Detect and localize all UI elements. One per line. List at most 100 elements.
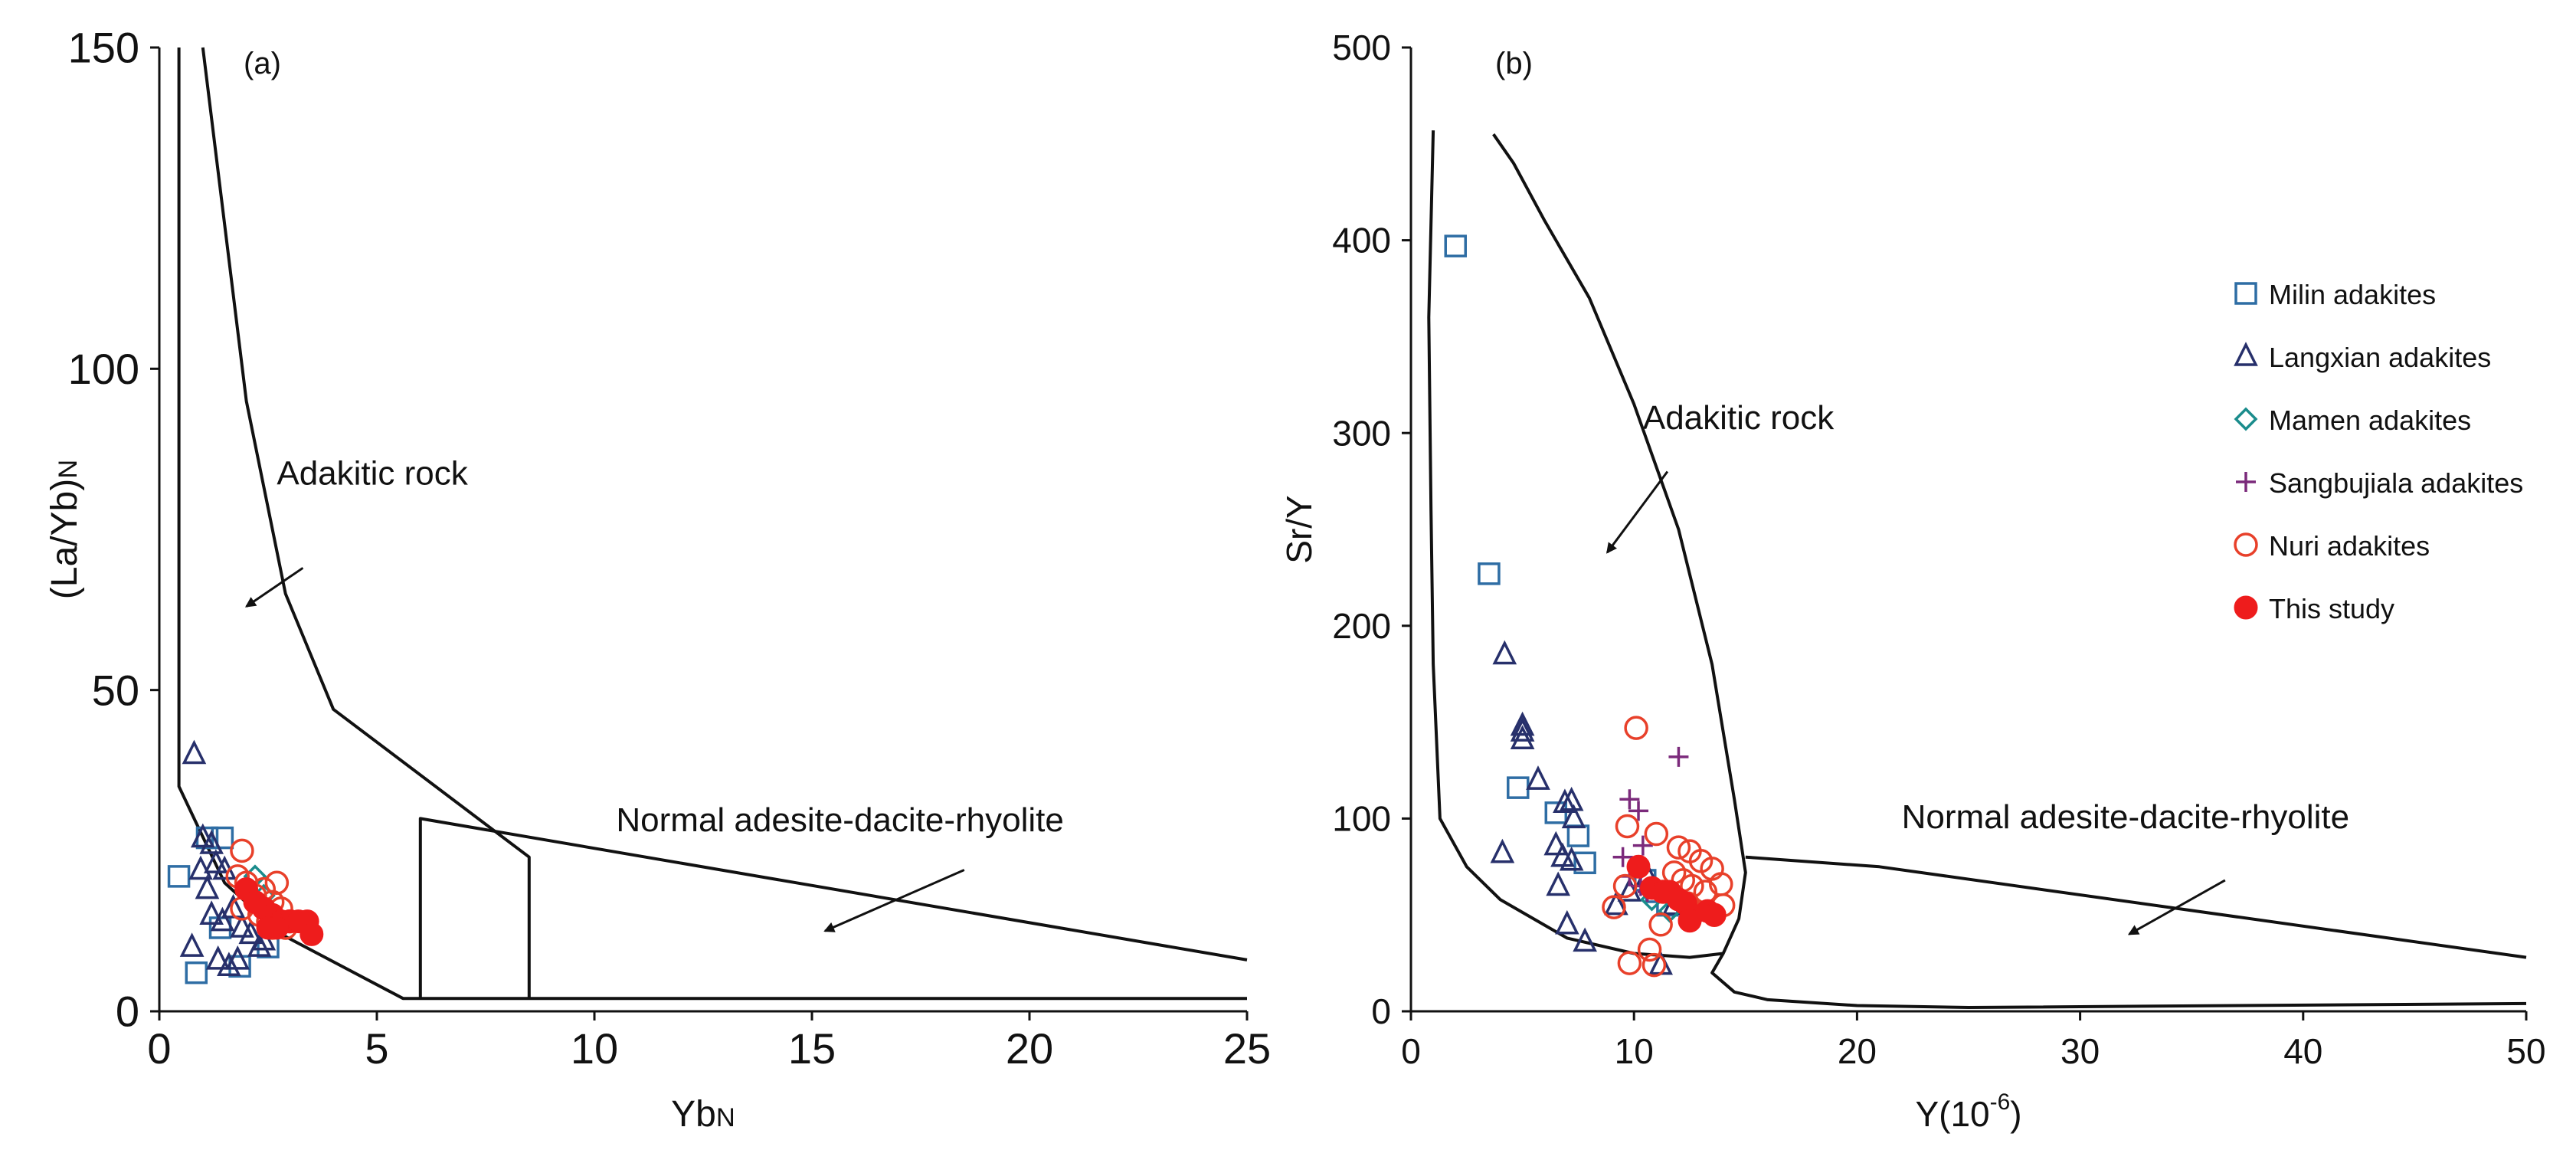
x-tick-label-a: 10 bbox=[571, 1024, 618, 1073]
data-point-nuri-adakites bbox=[1642, 952, 1667, 978]
legend-marker-milin-adakites bbox=[2234, 282, 2257, 305]
data-point-langxian-adakites bbox=[199, 900, 224, 925]
x-tick-label-b: 50 bbox=[2506, 1031, 2545, 1071]
data-point-nuri-adakites bbox=[230, 838, 254, 863]
data-point-sangbujiala-adakites bbox=[1668, 746, 1689, 767]
y-axis-label-b: Sr/Y bbox=[1279, 495, 1319, 563]
data-point-nuri-adakites bbox=[264, 870, 290, 896]
data-point-langxian-adakites bbox=[1510, 725, 1535, 749]
data-point-langxian-adakites bbox=[230, 913, 254, 938]
chart-panel-a: 0 5 10 15 20 25 0 50 100 150 YbN (La/Yb)N (a) Adakiti… bbox=[44, 24, 1271, 1135]
data-point-langxian-adakites bbox=[205, 945, 231, 970]
data-point-sangbujiala-adakites bbox=[1612, 847, 1633, 867]
y-tick-label-b: 0 bbox=[1371, 991, 1391, 1031]
data-point-nuri-adakites bbox=[1666, 835, 1691, 860]
x-tick-label-a: 5 bbox=[365, 1024, 388, 1073]
data-point-milin-adakites bbox=[1507, 776, 1530, 799]
data-point-sangbujiala-adakites bbox=[1628, 801, 1649, 821]
data-point-nuri-adakites bbox=[1648, 912, 1673, 937]
series-nuri-adakites-b bbox=[1602, 716, 1736, 978]
panel-label-a: (a) bbox=[244, 47, 281, 80]
legend-marker-langxian-adakites bbox=[2234, 342, 2258, 366]
annotation-arrow-adakitic-rock-a bbox=[244, 567, 304, 608]
data-point-this-study bbox=[299, 922, 324, 946]
y-tick-label-b: 400 bbox=[1332, 221, 1391, 260]
data-point-this-study bbox=[264, 916, 289, 940]
y-tick-label-a: 0 bbox=[116, 988, 139, 1036]
data-point-langxian-adakites bbox=[195, 874, 220, 899]
panel-label-b: (b) bbox=[1495, 47, 1533, 80]
series-this-study-a bbox=[234, 877, 324, 946]
legend: Milin adakites Langxian adakites Mamen ada… bbox=[2234, 279, 2523, 624]
y-axis-label-a: (La/Yb)N bbox=[44, 460, 85, 599]
data-point-milin-adakites bbox=[211, 826, 234, 850]
data-point-sangbujiala-adakites bbox=[1632, 835, 1653, 856]
series-this-study-b bbox=[1626, 854, 1727, 933]
boundary-adakitic-boundary-a bbox=[177, 48, 1247, 1001]
data-point-nuri-adakites bbox=[1637, 937, 1662, 962]
data-point-milin-adakites bbox=[1566, 824, 1590, 847]
data-point-langxian-adakites bbox=[1561, 804, 1586, 829]
data-point-langxian-adakites bbox=[225, 945, 250, 970]
data-point-langxian-adakites bbox=[238, 919, 263, 945]
data-point-langxian-adakites bbox=[190, 823, 215, 848]
legend-marker-this-study bbox=[2234, 595, 2258, 620]
y-tick-label-b: 300 bbox=[1332, 413, 1391, 453]
x-tick-label-b: 40 bbox=[2283, 1031, 2322, 1071]
y-tick-label-b: 100 bbox=[1332, 799, 1391, 839]
data-point-langxian-adakites bbox=[1492, 640, 1517, 665]
y-tick-label-a: 150 bbox=[68, 24, 139, 72]
data-point-langxian-adakites bbox=[1604, 890, 1628, 916]
legend-label-sangbujiala-adakites: Sangbujiala adakites bbox=[2269, 467, 2523, 499]
annotation-adakitic-rock-b: Adakitic rock bbox=[1643, 399, 1835, 437]
y-tick-label-a: 50 bbox=[92, 666, 139, 714]
data-point-langxian-adakites bbox=[188, 855, 213, 880]
data-point-langxian-adakites bbox=[1573, 927, 1597, 952]
data-point-langxian-adakites bbox=[179, 932, 205, 957]
data-point-langxian-adakites bbox=[182, 739, 207, 765]
data-point-milin-adakites bbox=[1444, 234, 1467, 257]
series-milin-adakites-b bbox=[1444, 234, 1679, 917]
legend-label-mamen-adakites: Mamen adakites bbox=[2269, 405, 2471, 436]
data-point-nuri-adakites bbox=[1615, 814, 1640, 839]
data-point-langxian-adakites bbox=[1526, 765, 1550, 790]
annotation-arrow-normal-adesite-dacite-rhyolite-b bbox=[2127, 879, 2226, 935]
data-point-langxian-adakites bbox=[1510, 711, 1535, 736]
data-point-langxian-adakites bbox=[217, 952, 241, 977]
data-point-this-study bbox=[1678, 909, 1702, 933]
data-point-langxian-adakites bbox=[1555, 909, 1579, 935]
legend-label-nuri-adakites: Nuri adakites bbox=[2269, 530, 2430, 562]
x-tick-label-b: 30 bbox=[2060, 1031, 2100, 1071]
data-point-nuri-adakites bbox=[1602, 895, 1626, 919]
data-point-langxian-adakites bbox=[199, 830, 224, 854]
x-axis-label-a: YbN bbox=[671, 1094, 735, 1135]
data-point-langxian-adakites bbox=[204, 849, 228, 873]
data-point-nuri-adakites bbox=[1644, 821, 1669, 847]
data-point-this-study bbox=[1626, 854, 1651, 879]
annotation-arrow-adakitic-rock-b bbox=[1606, 470, 1669, 554]
annotation-arrow-normal-adesite-dacite-rhyolite-a bbox=[823, 869, 965, 932]
data-point-langxian-adakites bbox=[1546, 871, 1571, 896]
chart-panel-b: 0 10 20 30 40 500100200300400500Y(10-6)Sr/Y(b… bbox=[1279, 28, 2546, 1134]
annotation-adakitic-rock-a: Adakitic rock bbox=[277, 454, 468, 492]
annotation-normal-adesite-dacite-rhyolite-a: Normal adesite-dacite-rhyolite bbox=[616, 801, 1063, 839]
data-point-langxian-adakites bbox=[1490, 838, 1515, 863]
x-tick-label-a: 25 bbox=[1223, 1024, 1271, 1073]
y-tick-label-b: 200 bbox=[1332, 606, 1391, 646]
x-tick-label-a: 0 bbox=[147, 1024, 171, 1073]
boundary-normal-field-b bbox=[1745, 855, 2527, 959]
y-tick-label-b: 500 bbox=[1332, 28, 1391, 67]
legend-label-langxian-adakites: Langxian adakites bbox=[2269, 342, 2491, 373]
x-tick-label-b: 20 bbox=[1838, 1031, 1877, 1071]
data-point-langxian-adakites bbox=[210, 906, 235, 932]
data-point-this-study bbox=[1666, 887, 1691, 912]
data-point-nuri-adakites bbox=[1617, 951, 1642, 975]
legend-marker-sangbujiala-adakites bbox=[2236, 472, 2256, 492]
x-tick-label-a: 20 bbox=[1006, 1024, 1053, 1073]
data-point-milin-adakites bbox=[167, 865, 191, 888]
data-point-nuri-adakites bbox=[1624, 716, 1648, 740]
data-point-milin-adakites bbox=[1573, 851, 1596, 875]
data-point-milin-adakites bbox=[1478, 562, 1501, 585]
